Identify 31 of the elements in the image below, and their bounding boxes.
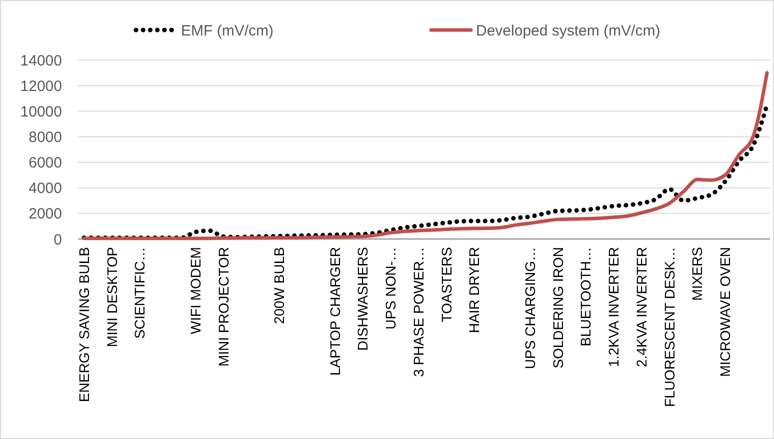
x-tick-label: MIXERS: [689, 247, 706, 301]
legend-label: EMF (mV/cm): [181, 22, 274, 40]
x-tick-label: 2.4KVA INVERTER: [633, 247, 650, 368]
x-tick-label: BLUETOOTH…: [578, 247, 594, 346]
x-tick-label: 200W BULB: [271, 247, 288, 324]
x-tick-label: LAPTOP CHARGER: [326, 247, 343, 376]
y-tick-label: 10000: [20, 103, 62, 120]
y-tick-label: 0: [54, 231, 62, 248]
y-tick-label: 14000: [20, 52, 62, 70]
x-tick-label: UPS NON-…: [382, 247, 399, 330]
legend-label: Developed system (mV/cm): [476, 22, 660, 40]
x-tick-label: SCIENTIFIC…: [132, 247, 148, 339]
x-tick-label: MINI PROJECTOR: [215, 247, 232, 367]
x-tick-label: 3 PHASE POWER…: [410, 247, 426, 377]
x-tick-label: 1.2KVA INVERTER: [606, 247, 622, 368]
line-series: [82, 71, 769, 240]
y-tick-label: 8000: [28, 128, 62, 146]
x-tick-label: MINI DESKTOP: [104, 247, 120, 348]
x-tick-label: HAIR DRYER: [466, 247, 482, 334]
y-tick-label: 4000: [28, 180, 62, 198]
x-tick-label: FLUORESCENT DESK…: [661, 247, 678, 407]
x-tick-label: MICROWAVE OVEN: [717, 247, 734, 377]
x-tick-label: WIFI MODEM: [187, 247, 204, 334]
x-tick-label: ENERGY SAVING BULB: [76, 247, 92, 402]
y-tick-label: 6000: [28, 154, 62, 172]
x-tick-label: UPS CHARGING…: [522, 247, 538, 370]
x-tick-label: DISHWASHERS: [354, 247, 371, 351]
y-tick-label: 12000: [20, 78, 62, 95]
y-tick-label: 2000: [28, 206, 62, 223]
x-tick-label: SOLDERING IRON: [550, 247, 566, 368]
x-tick-label: TOASTERS: [438, 247, 454, 322]
